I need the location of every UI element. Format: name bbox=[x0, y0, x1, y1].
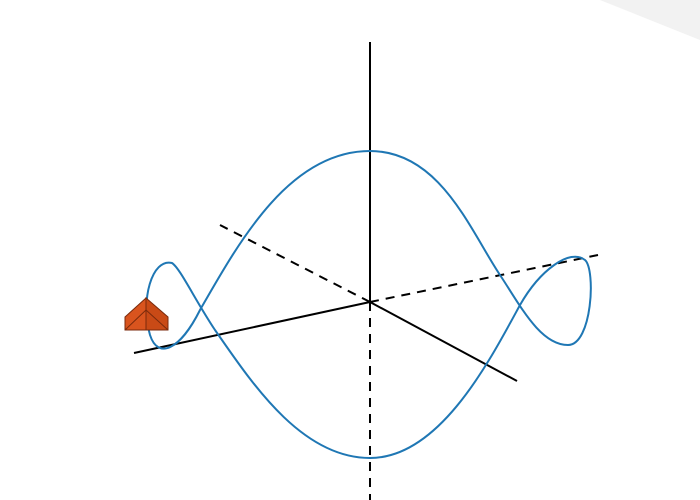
pyramid-edge-right bbox=[145, 309, 169, 331]
x-axis-left bbox=[133, 301, 371, 354]
y-axis-right bbox=[369, 301, 518, 382]
parametric-curve bbox=[145, 149, 592, 460]
pyramid-edge-left bbox=[124, 309, 147, 331]
y-axis-back bbox=[219, 224, 371, 303]
pyramid-right-face bbox=[145, 296, 169, 331]
pyramid-left-face bbox=[124, 296, 147, 331]
orange-pyramid-marker-icon[interactable] bbox=[124, 296, 169, 331]
corner-shade bbox=[600, 0, 700, 40]
x-axis-back bbox=[369, 254, 599, 303]
